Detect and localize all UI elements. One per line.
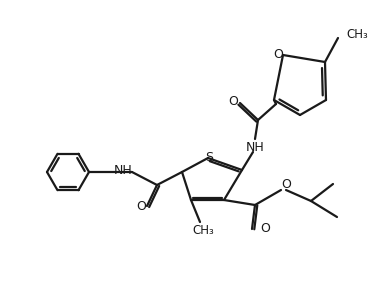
Text: O: O [228,94,238,107]
Text: CH₃: CH₃ [192,223,214,237]
Text: S: S [205,150,213,163]
Text: O: O [260,223,270,236]
Text: O: O [281,178,291,192]
Text: NH: NH [246,141,264,154]
Text: NH: NH [114,165,132,178]
Text: O: O [136,200,146,213]
Text: CH₃: CH₃ [346,28,368,41]
Text: O: O [273,47,283,60]
